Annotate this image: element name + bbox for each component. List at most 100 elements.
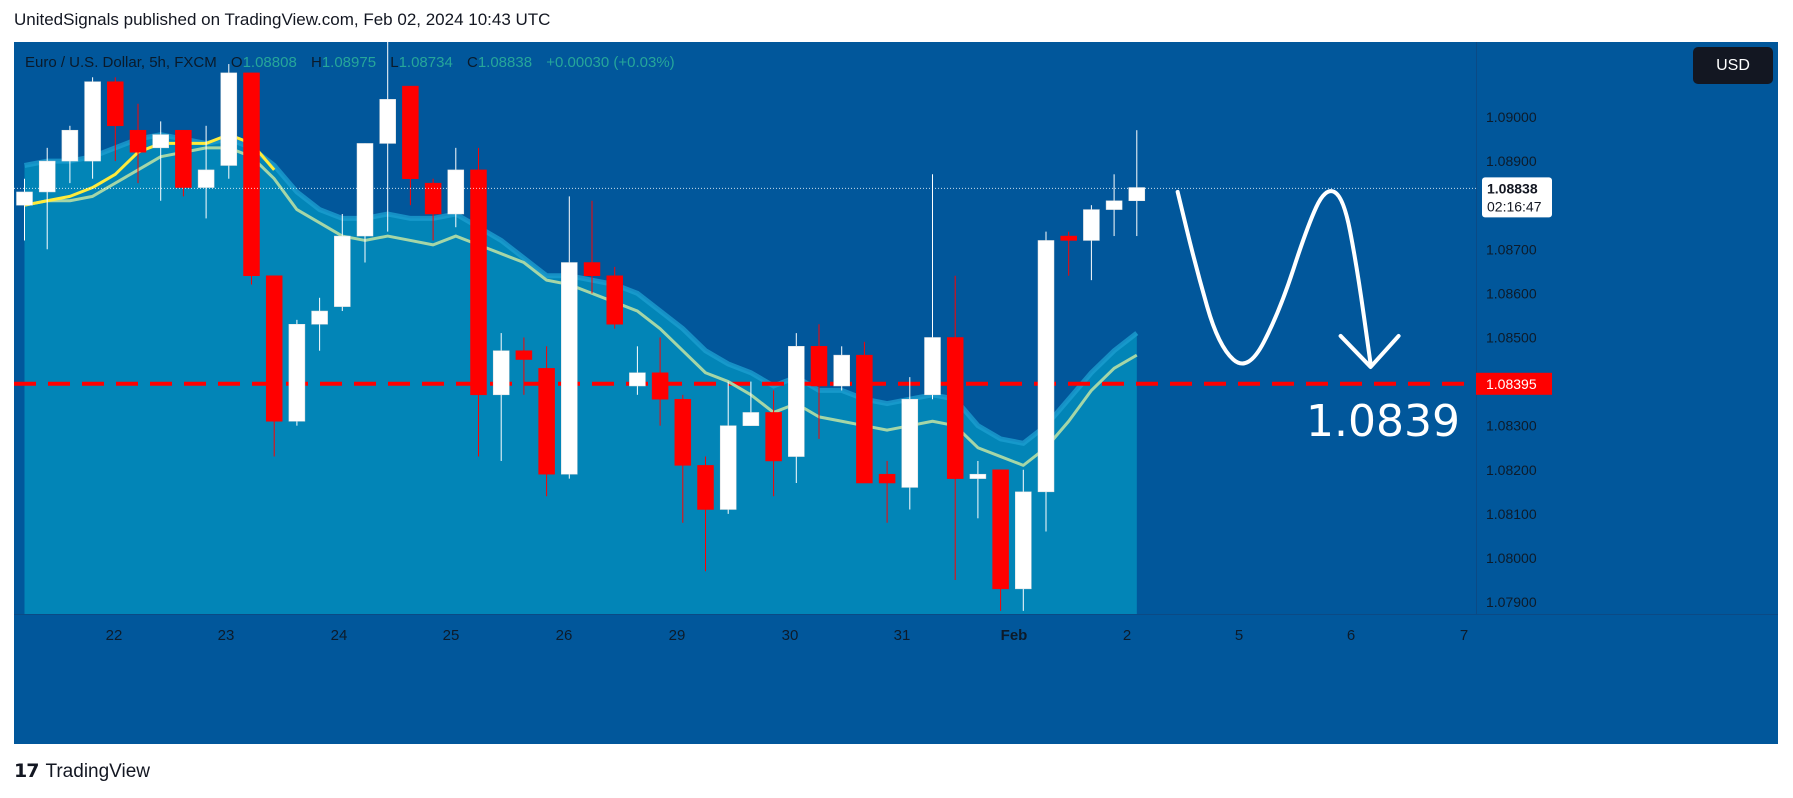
change-value: +0.00030 (+0.03%) xyxy=(546,54,675,71)
candle xyxy=(697,456,714,572)
candle xyxy=(606,266,623,329)
candle-body xyxy=(833,354,850,387)
candle-body xyxy=(651,372,669,400)
y-tick-label: 1.08200 xyxy=(1486,462,1537,478)
x-tick-label: 23 xyxy=(218,627,235,644)
candle xyxy=(107,77,124,162)
candle-body xyxy=(1037,240,1055,493)
y-tick-label: 1.08100 xyxy=(1486,506,1537,522)
candle-body xyxy=(220,72,238,166)
x-tick-label: 7 xyxy=(1460,627,1468,644)
candle xyxy=(538,346,555,497)
candle-body xyxy=(175,129,192,188)
candle-body xyxy=(492,350,510,396)
candle-body xyxy=(674,398,692,466)
candle xyxy=(84,77,101,179)
candle xyxy=(288,319,306,426)
y-tick-label: 1.08300 xyxy=(1486,418,1537,434)
candle-body xyxy=(84,81,101,162)
candle xyxy=(16,178,33,241)
x-tick-label: 5 xyxy=(1235,627,1243,644)
chart-frame[interactable]: 1.0839 1.09000 1.08900 1.08700 1.08600 1.0850… xyxy=(14,42,1778,744)
x-tick-label: 30 xyxy=(782,627,799,644)
candle-body xyxy=(1015,491,1032,590)
y-tick-label: 1.07900 xyxy=(1486,594,1537,610)
candle xyxy=(265,275,283,457)
candle-body xyxy=(470,169,487,396)
candle-body xyxy=(379,99,396,144)
candle-body xyxy=(243,72,260,276)
x-tick-label: 22 xyxy=(106,627,123,644)
symbol-title[interactable]: Euro / U.S. Dollar, 5h, FXCM xyxy=(25,54,217,71)
candle xyxy=(470,147,487,457)
candle xyxy=(175,129,192,197)
candle xyxy=(311,297,328,351)
open-label: O xyxy=(230,54,243,71)
y-tick-label: 1.08000 xyxy=(1486,550,1537,566)
candle xyxy=(1128,130,1146,237)
tradingview-brand: TradingView xyxy=(45,760,151,782)
x-tick-label: 25 xyxy=(443,627,460,644)
candle-body xyxy=(538,368,555,475)
candle-body xyxy=(311,310,328,325)
open-value: 1.08808 xyxy=(242,54,297,71)
candle-body xyxy=(61,129,79,162)
high-label: H xyxy=(310,54,322,71)
candle xyxy=(129,103,147,184)
candle xyxy=(629,346,646,395)
candle xyxy=(765,390,782,497)
target-annotation: 1.0839 xyxy=(1306,396,1460,447)
candle-body xyxy=(629,372,646,387)
candle xyxy=(946,275,964,581)
candle-body xyxy=(697,465,714,510)
tradingview-logo[interactable]: 𝟭𝟳 TradingView xyxy=(14,760,150,783)
candle xyxy=(1037,231,1055,532)
candle xyxy=(742,381,760,426)
candle-body xyxy=(107,81,124,127)
candle-body xyxy=(765,412,782,462)
candle-body xyxy=(561,262,578,475)
candle xyxy=(334,213,351,312)
y-tick-label: 1.08500 xyxy=(1486,329,1537,345)
close-label: C xyxy=(466,54,478,71)
x-tick-label: Feb xyxy=(1001,627,1028,644)
candle xyxy=(969,460,987,519)
candle xyxy=(220,64,238,179)
candle-body xyxy=(265,275,283,422)
tradingview-logo-icon: 𝟭𝟳 xyxy=(14,761,39,782)
candle xyxy=(61,125,79,184)
projection-arrowhead xyxy=(1338,333,1401,369)
target-price-label: 1.08395 xyxy=(1486,376,1537,392)
candle xyxy=(788,333,805,484)
candle xyxy=(651,337,669,426)
y-tick-label: 1.08700 xyxy=(1486,241,1537,257)
candle xyxy=(878,460,896,523)
cloud-area xyxy=(24,134,1137,615)
x-tick-label: 6 xyxy=(1347,627,1355,644)
last-price-badge xyxy=(1482,177,1552,218)
countdown-label: 02:16:47 xyxy=(1487,198,1542,214)
high-value: 1.08975 xyxy=(321,54,377,71)
y-tick-label: 1.08900 xyxy=(1486,153,1537,169)
candle xyxy=(1060,231,1077,276)
currency-button[interactable]: USD xyxy=(1693,47,1773,84)
target-price-badge xyxy=(1476,372,1552,395)
candle xyxy=(719,381,737,514)
candle-body xyxy=(788,346,805,457)
candle xyxy=(1083,205,1100,281)
candle xyxy=(447,147,465,228)
low-value: 1.08734 xyxy=(398,54,453,71)
candle xyxy=(561,196,578,479)
ohlc-legend: Euro / U.S. Dollar, 5h, FXCM O1.08808 H1… xyxy=(25,54,675,71)
candle-body xyxy=(129,129,147,153)
candle-body xyxy=(1060,235,1077,241)
x-tick-label: 26 xyxy=(556,627,573,644)
close-value: 1.08838 xyxy=(477,54,533,71)
candle-body xyxy=(334,235,351,307)
candle-body xyxy=(810,346,828,387)
projection-curve xyxy=(1175,189,1373,366)
candle-body xyxy=(946,337,964,479)
price-chart[interactable]: 1.0839 1.09000 1.08900 1.08700 1.08600 1.0850… xyxy=(14,42,1778,744)
candle-body xyxy=(583,262,601,276)
candle xyxy=(402,85,419,206)
